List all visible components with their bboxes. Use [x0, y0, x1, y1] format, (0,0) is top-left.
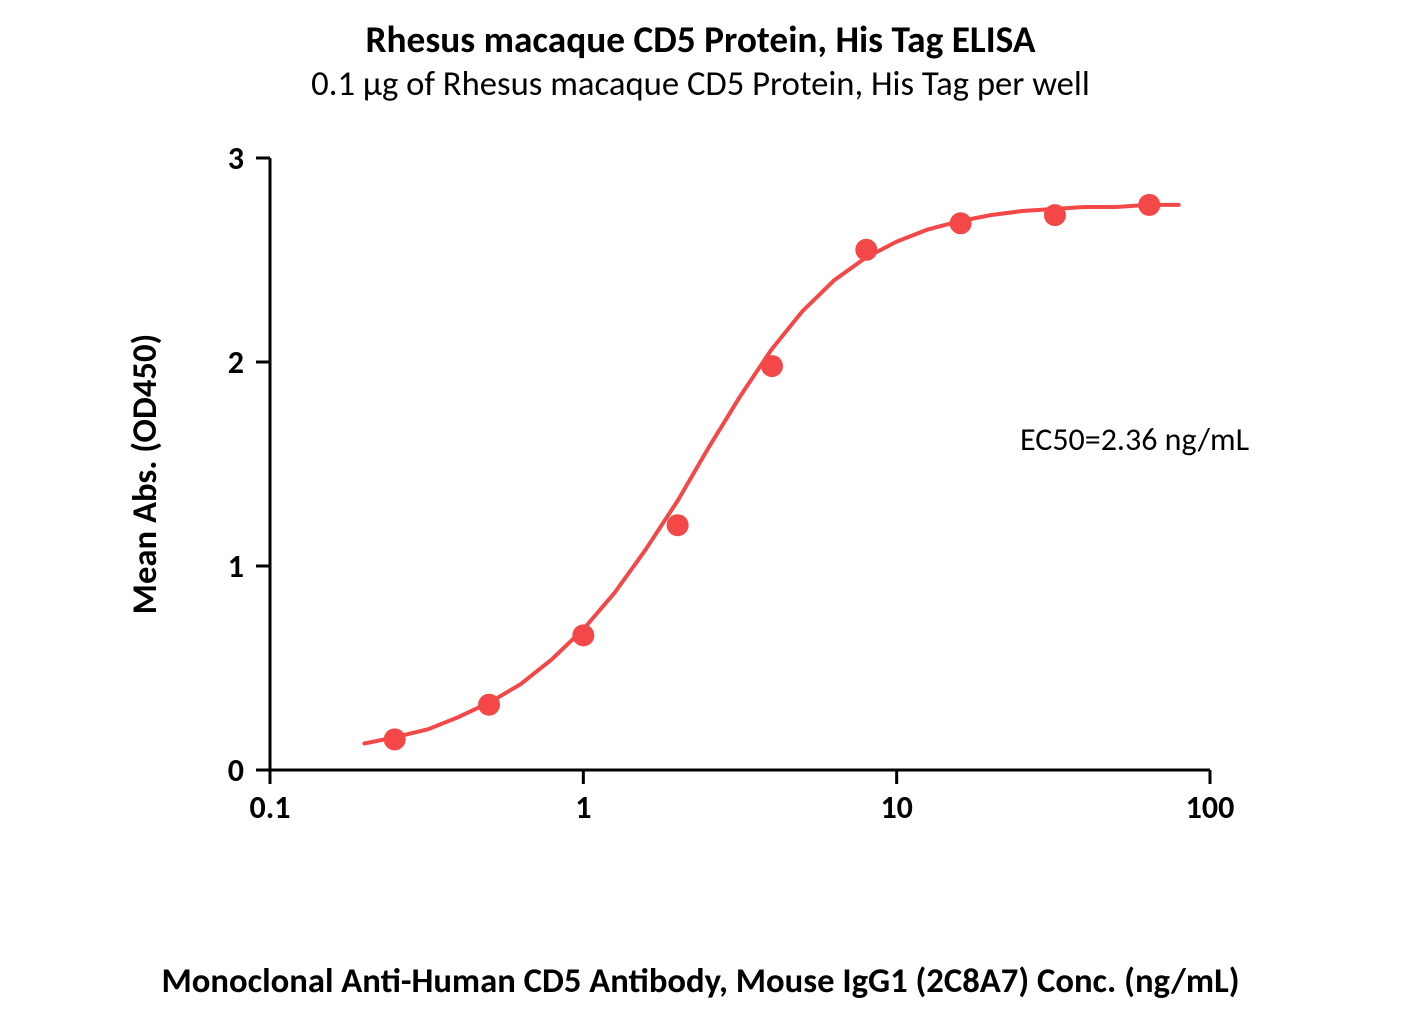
chart-wrapper: 0.1 1 10 100 0 1 2 3 Mean Abs. (OD450)	[100, 130, 1300, 880]
x-tick-labels: 0.1 1 10 100	[250, 788, 1235, 827]
y-ticks	[256, 158, 270, 770]
fitted-curve-line	[364, 205, 1178, 744]
y-axis-label: Mean Abs. (OD450)	[124, 334, 166, 615]
title-block: Rhesus macaque CD5 Protein, His Tag ELIS…	[0, 18, 1401, 106]
data-markers	[384, 194, 1161, 750]
svg-text:0.1: 0.1	[250, 788, 291, 827]
ec50-annotation: EC50=2.36 ng/mL	[1020, 420, 1249, 459]
chart-title: Rhesus macaque CD5 Protein, His Tag ELIS…	[0, 18, 1401, 63]
chart-subtitle: 0.1 μg of Rhesus macaque CD5 Protein, Hi…	[0, 63, 1401, 106]
svg-text:1: 1	[228, 547, 244, 586]
x-axis-label: Monoclonal Anti-Human CD5 Antibody, Mous…	[0, 960, 1401, 1002]
axes-group	[270, 158, 1210, 770]
svg-text:2: 2	[228, 343, 244, 382]
page-root: Rhesus macaque CD5 Protein, His Tag ELIS…	[0, 0, 1401, 1029]
svg-text:100: 100	[1186, 788, 1235, 827]
y-tick-labels: 0 1 2 3	[228, 139, 244, 790]
x-ticks	[270, 770, 1210, 784]
svg-text:0: 0	[228, 751, 244, 790]
elisa-chart-svg: 0.1 1 10 100 0 1 2 3 Mean Abs. (OD450)	[100, 130, 1300, 880]
svg-text:3: 3	[228, 139, 244, 178]
svg-text:1: 1	[575, 788, 591, 827]
svg-text:10: 10	[880, 788, 912, 827]
